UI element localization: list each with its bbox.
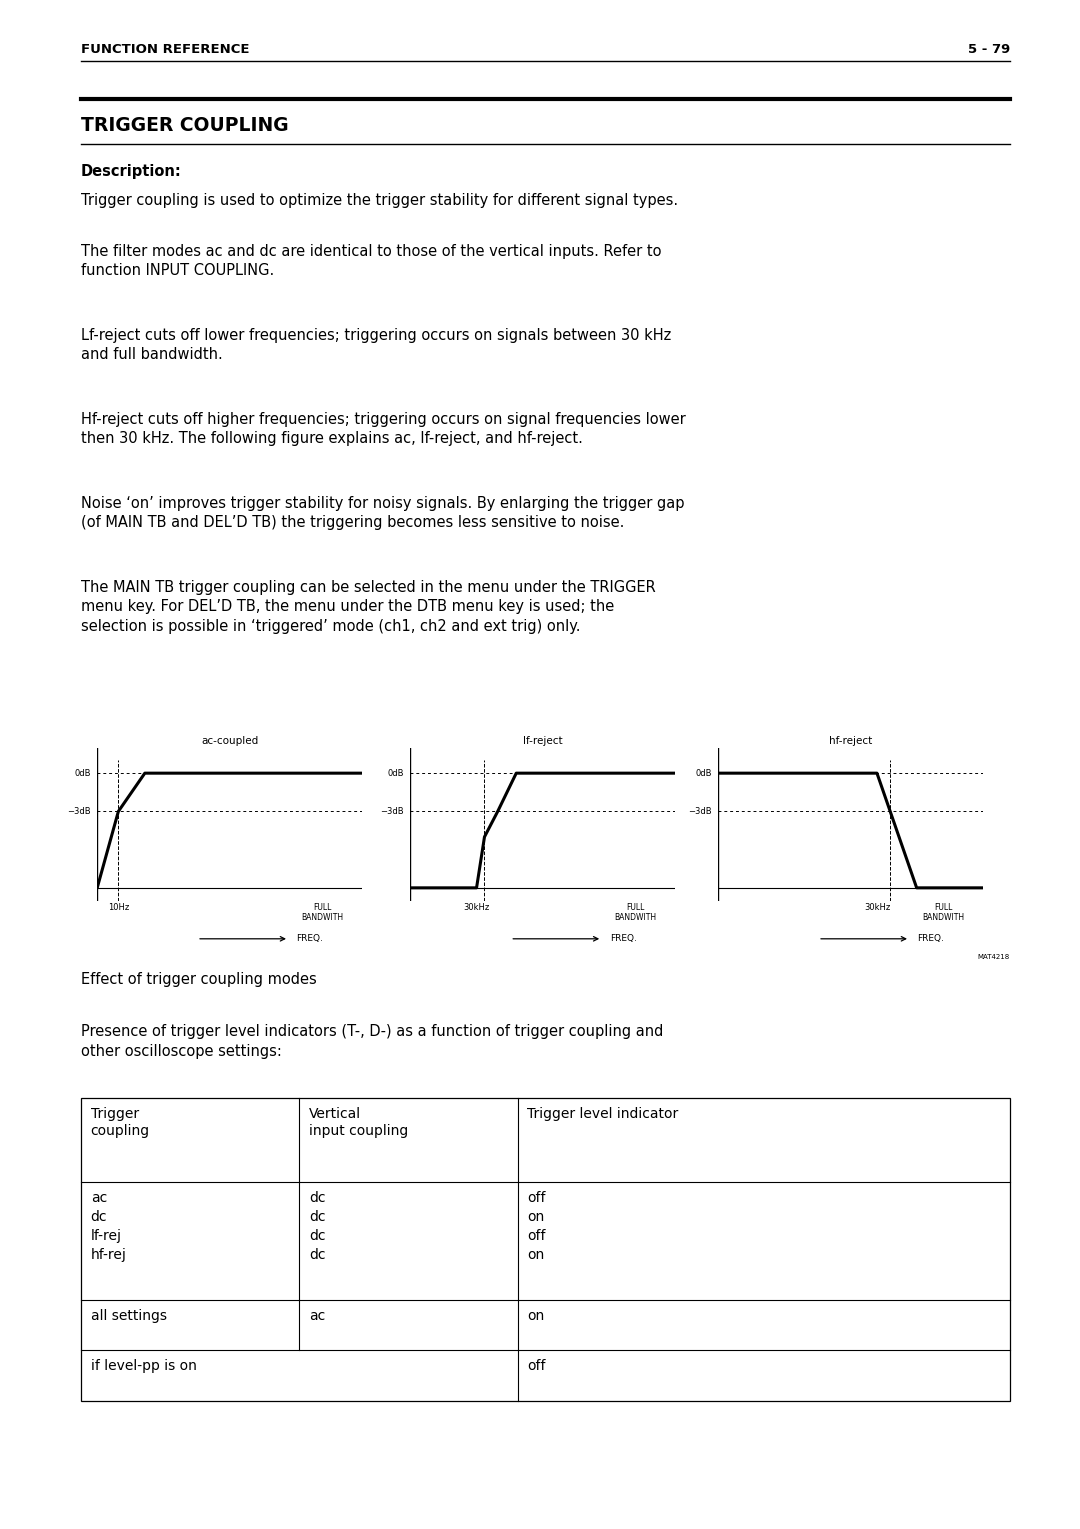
Text: Trigger coupling is used to optimize the trigger stability for different signal : Trigger coupling is used to optimize the… [81, 193, 678, 208]
Text: −3dB: −3dB [380, 807, 404, 816]
Text: Presence of trigger level indicators (T-, D-) as a function of trigger coupling : Presence of trigger level indicators (T-… [81, 1024, 663, 1058]
Text: ac: ac [309, 1309, 325, 1323]
Text: dc
dc
dc
dc: dc dc dc dc [309, 1191, 325, 1261]
Text: if level-pp is on: if level-pp is on [91, 1359, 197, 1373]
Text: 0dB: 0dB [696, 769, 712, 778]
Text: Vertical
input coupling: Vertical input coupling [309, 1107, 408, 1138]
Bar [81, 1098, 1010, 1401]
Text: 0dB: 0dB [388, 769, 404, 778]
Text: TRIGGER COUPLING: TRIGGER COUPLING [81, 116, 288, 135]
Text: 30kHz: 30kHz [864, 904, 890, 913]
Text: FUNCTION REFERENCE: FUNCTION REFERENCE [81, 43, 249, 57]
Text: off: off [527, 1359, 545, 1373]
Text: Description:: Description: [81, 164, 181, 179]
Text: 0dB: 0dB [75, 769, 91, 778]
Text: Trigger
coupling: Trigger coupling [91, 1107, 150, 1138]
Text: Noise ‘on’ improves trigger stability for noisy signals. By enlarging the trigge: Noise ‘on’ improves trigger stability fo… [81, 495, 685, 531]
Text: FULL
BANDWITH: FULL BANDWITH [922, 904, 964, 922]
Text: Trigger level indicator: Trigger level indicator [527, 1107, 678, 1121]
Text: −3dB: −3dB [67, 807, 91, 816]
Text: FREQ.: FREQ. [918, 934, 944, 943]
Text: FULL
BANDWITH: FULL BANDWITH [301, 904, 343, 922]
Text: 30kHz: 30kHz [463, 904, 489, 913]
Title: ac-coupled: ac-coupled [201, 735, 258, 746]
Text: FREQ.: FREQ. [609, 934, 636, 943]
Text: The filter modes ac and dc are identical to those of the vertical inputs. Refer : The filter modes ac and dc are identical… [81, 243, 661, 278]
Text: FREQ.: FREQ. [296, 934, 323, 943]
Text: Effect of trigger coupling modes: Effect of trigger coupling modes [81, 972, 316, 988]
Text: Lf-reject cuts off lower frequencies; triggering occurs on signals between 30 kH: Lf-reject cuts off lower frequencies; tr… [81, 327, 672, 362]
Text: −3dB: −3dB [688, 807, 712, 816]
Text: all settings: all settings [91, 1309, 166, 1323]
Text: 10Hz: 10Hz [108, 904, 129, 913]
Text: on: on [527, 1309, 544, 1323]
Text: 5 - 79: 5 - 79 [968, 43, 1010, 57]
Text: MAT4218: MAT4218 [977, 954, 1010, 960]
Text: off
on
off
on: off on off on [527, 1191, 545, 1261]
Text: Hf-reject cuts off higher frequencies; triggering occurs on signal frequencies l: Hf-reject cuts off higher frequencies; t… [81, 411, 686, 446]
Text: The MAIN TB trigger coupling can be selected in the menu under the TRIGGER
menu : The MAIN TB trigger coupling can be sele… [81, 579, 656, 633]
Title: lf-reject: lf-reject [523, 735, 563, 746]
Title: hf-reject: hf-reject [828, 735, 873, 746]
Text: ac
dc
lf-rej
hf-rej: ac dc lf-rej hf-rej [91, 1191, 126, 1261]
Text: FULL
BANDWITH: FULL BANDWITH [615, 904, 657, 922]
